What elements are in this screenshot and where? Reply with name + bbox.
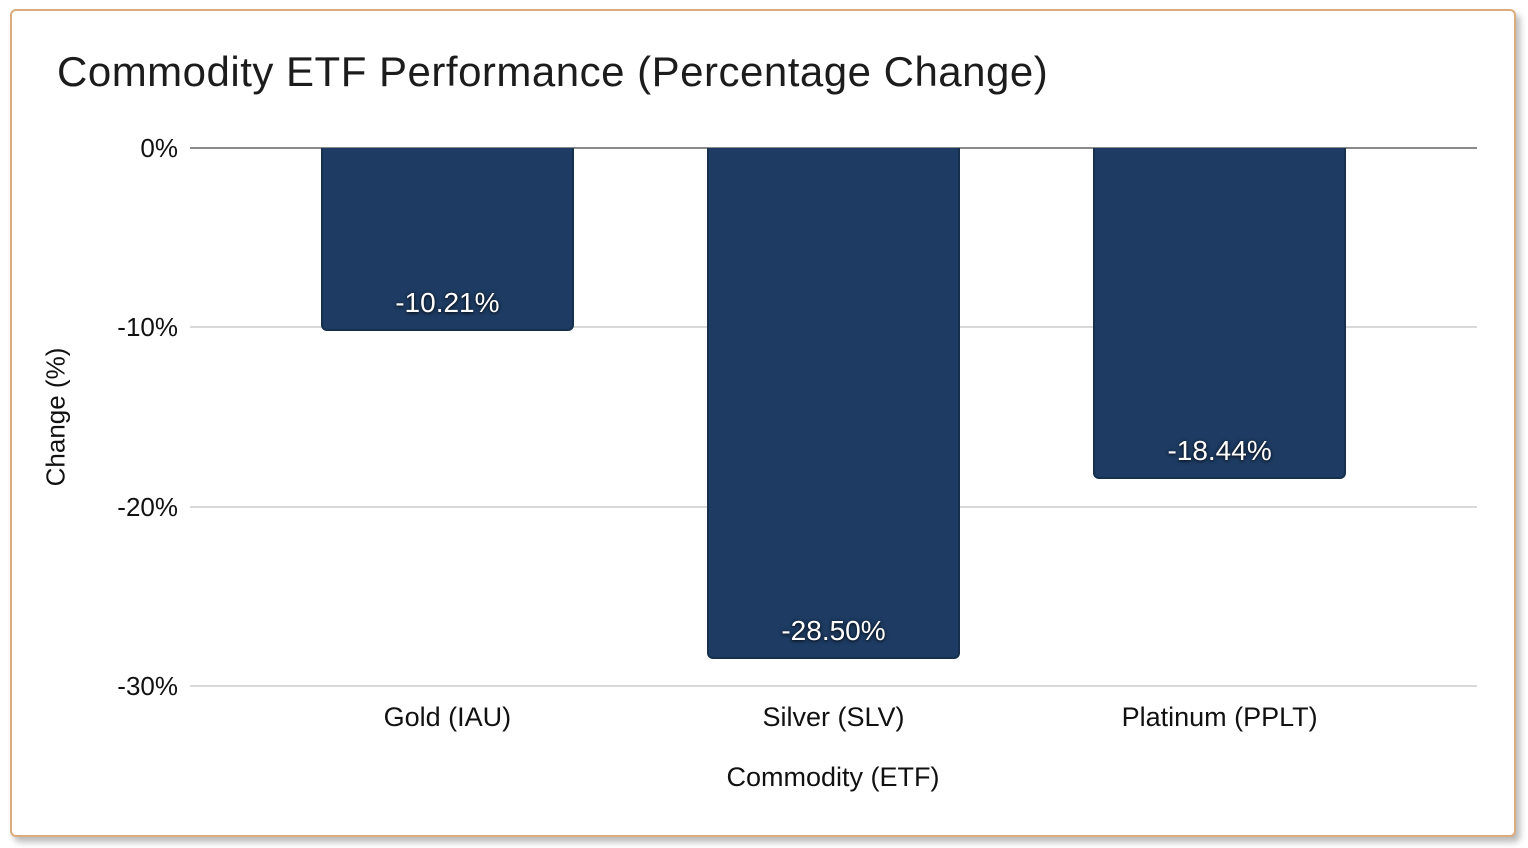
- bar-gold-iau: -10.21%: [320, 148, 574, 332]
- bar-platinum-pplt: -18.44%: [1093, 148, 1347, 479]
- y-tick-label: -10%: [117, 312, 178, 343]
- x-axis-title: Commodity (ETF): [726, 762, 940, 792]
- bar-value-label: -10.21%: [395, 287, 500, 319]
- plot-area: -10.21% -28.50% -18.44%: [190, 147, 1477, 687]
- bar-value-label: -28.50%: [781, 615, 886, 647]
- x-category-label: Platinum (PPLT): [1121, 702, 1318, 732]
- x-category-label: Gold (IAU): [383, 702, 512, 732]
- bar-silver-slv: -28.50%: [707, 148, 960, 660]
- y-tick-label: -30%: [117, 671, 178, 701]
- gridline: [190, 685, 1477, 687]
- y-tick-label: -20%: [117, 491, 178, 522]
- y-tick-label: 0%: [140, 133, 178, 163]
- chart-title: Commodity ETF Performance (Percentage Ch…: [57, 48, 1049, 95]
- bar-value-label: -18.44%: [1167, 434, 1272, 466]
- x-category-label: Silver (SLV): [762, 702, 905, 732]
- y-axis-title: Change (%): [40, 347, 71, 487]
